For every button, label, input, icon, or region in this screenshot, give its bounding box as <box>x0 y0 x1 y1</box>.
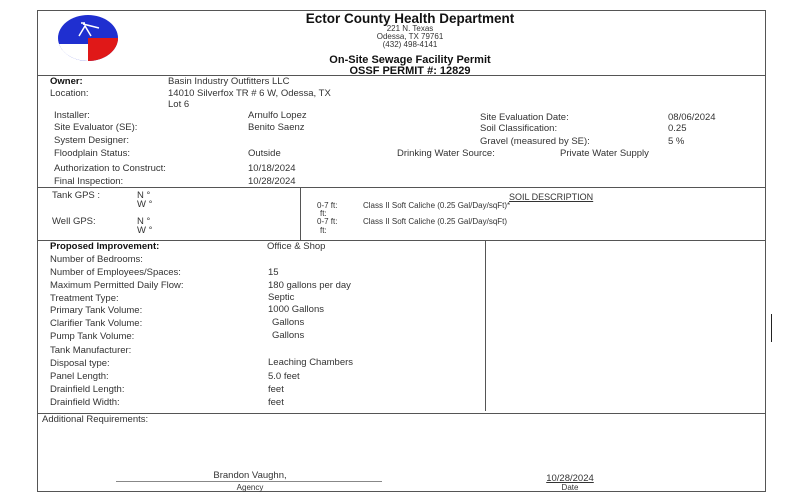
tank-gps-label: Tank GPS : <box>52 190 101 201</box>
system-designer-label: System Designer: <box>54 135 129 146</box>
ector-county-logo <box>58 15 118 62</box>
disposal-type-value: Leaching Chambers <box>268 357 354 368</box>
pump-tank-label: Pump Tank Volume: <box>50 331 135 342</box>
daily-flow-value: 180 gallons per day <box>268 280 351 291</box>
location-lot: Lot 6 <box>168 99 190 110</box>
panel-length-value: 5.0 feet <box>268 371 300 382</box>
pumpjack-icon <box>78 22 100 37</box>
location-value: 14010 Silverfox TR # 6 W, Odessa, TX <box>168 88 331 99</box>
installer-label: Installer: <box>54 110 90 121</box>
divider <box>37 240 766 241</box>
permit-title: On-Site Sewage Facility Permit <box>329 54 491 66</box>
signature-caption: Agency <box>236 483 264 492</box>
date-caption: Date <box>561 483 579 492</box>
text-cursor <box>771 314 772 342</box>
well-gps-label: Well GPS: <box>52 216 96 227</box>
employees-value: 15 <box>268 267 279 278</box>
gravel-label: Gravel (measured by SE): <box>480 136 590 147</box>
soil-depth-1: 0-7 ft: <box>317 201 338 210</box>
final-inspection-label: Final Inspection: <box>54 176 124 187</box>
agency-phone: (432) 498-4141 <box>382 40 438 49</box>
floodplain-value: Outside <box>248 148 281 159</box>
tank-manufacturer-label: Tank Manufacturer: <box>50 345 132 356</box>
soil-desc-1: Class II Soft Caliche (0.25 Gal/Day/sqFt… <box>363 201 511 210</box>
proposed-improvement-value: Office & Shop <box>267 241 326 252</box>
additional-requirements-label: Additional Requirements: <box>42 414 149 425</box>
signature-date: 10/28/2024 <box>546 473 594 484</box>
primary-tank-value: 1000 Gallons <box>268 304 324 315</box>
floodplain-label: Floodplain Status: <box>54 148 131 159</box>
daily-flow-label: Maximum Permitted Daily Flow: <box>50 280 184 291</box>
panel-length-label: Panel Length: <box>50 371 109 382</box>
authorization-value: 10/18/2024 <box>248 163 296 174</box>
owner-value: Basin Industry Outfitters LLC <box>168 76 290 87</box>
logo-white-quadrant <box>59 38 88 62</box>
divider <box>37 75 766 76</box>
clarifier-tank-label: Clarifier Tank Volume: <box>50 318 143 329</box>
gravel-value: 5 % <box>668 136 685 147</box>
location-label: Location: <box>50 88 89 99</box>
disposal-type-label: Disposal type: <box>50 358 110 369</box>
tank-gps-w: W ° <box>137 199 153 210</box>
well-gps-w: W ° <box>137 225 153 236</box>
logo-red-quadrant <box>88 38 118 61</box>
well-gps-n: N ° <box>137 216 151 227</box>
divider <box>300 187 301 240</box>
soil-classification-label: Soil Classification: <box>480 123 558 134</box>
soil-sub-1: ft: <box>320 209 327 218</box>
signature-name: Brandon Vaughn, <box>213 470 287 481</box>
drainfield-length-label: Drainfield Length: <box>50 384 125 395</box>
divider <box>37 413 766 414</box>
site-evaluation-date-value: 08/06/2024 <box>668 112 716 123</box>
drainfield-length-value: feet <box>268 384 284 395</box>
soil-sub-2: ft: <box>320 226 327 235</box>
drinking-water-value: Private Water Supply <box>560 148 649 159</box>
signature-line <box>116 481 382 482</box>
agency-address-1: 221 N. Texas <box>386 24 434 33</box>
drainfield-width-label: Drainfield Width: <box>50 397 120 408</box>
employees-label: Number of Employees/Spaces: <box>50 267 181 278</box>
site-evaluator-value: Benito Saenz <box>248 122 305 133</box>
installer-value: Arnulfo Lopez <box>248 110 307 121</box>
owner-label: Owner: <box>50 76 83 87</box>
final-inspection-value: 10/28/2024 <box>248 176 296 187</box>
divider <box>37 187 766 188</box>
drinking-water-label: Drinking Water Source: <box>397 148 495 159</box>
divider <box>485 241 486 411</box>
site-evaluator-label: Site Evaluator (SE): <box>54 122 138 133</box>
clarifier-tank-value: Gallons <box>272 317 305 328</box>
pump-tank-value: Gallons <box>272 330 305 341</box>
tank-gps-n: N ° <box>137 190 151 201</box>
agency-address-2: Odessa, TX 79761 <box>376 32 444 41</box>
soil-depth-2: 0-7 ft: <box>317 217 338 226</box>
soil-desc-2: Class II Soft Caliche (0.25 Gal/Day/sqFt… <box>363 217 508 226</box>
agency-name: Ector County Health Department <box>305 11 515 26</box>
soil-classification-value: 0.25 <box>668 123 687 134</box>
treatment-type-value: Septic <box>268 292 295 303</box>
authorization-label: Authorization to Construct: <box>54 163 166 174</box>
site-evaluation-date-label: Site Evaluation Date: <box>480 112 569 123</box>
treatment-type-label: Treatment Type: <box>50 293 119 304</box>
drainfield-width-value: feet <box>268 397 284 408</box>
soil-description-title: SOIL DESCRIPTION <box>509 192 594 202</box>
permit-number: OSSF PERMIT #: 12829 <box>349 65 471 77</box>
permit-frame <box>37 10 766 492</box>
primary-tank-label: Primary Tank Volume: <box>50 305 143 316</box>
proposed-improvement-label: Proposed Improvement: <box>50 241 160 252</box>
bedrooms-label: Number of Bedrooms: <box>50 254 143 265</box>
